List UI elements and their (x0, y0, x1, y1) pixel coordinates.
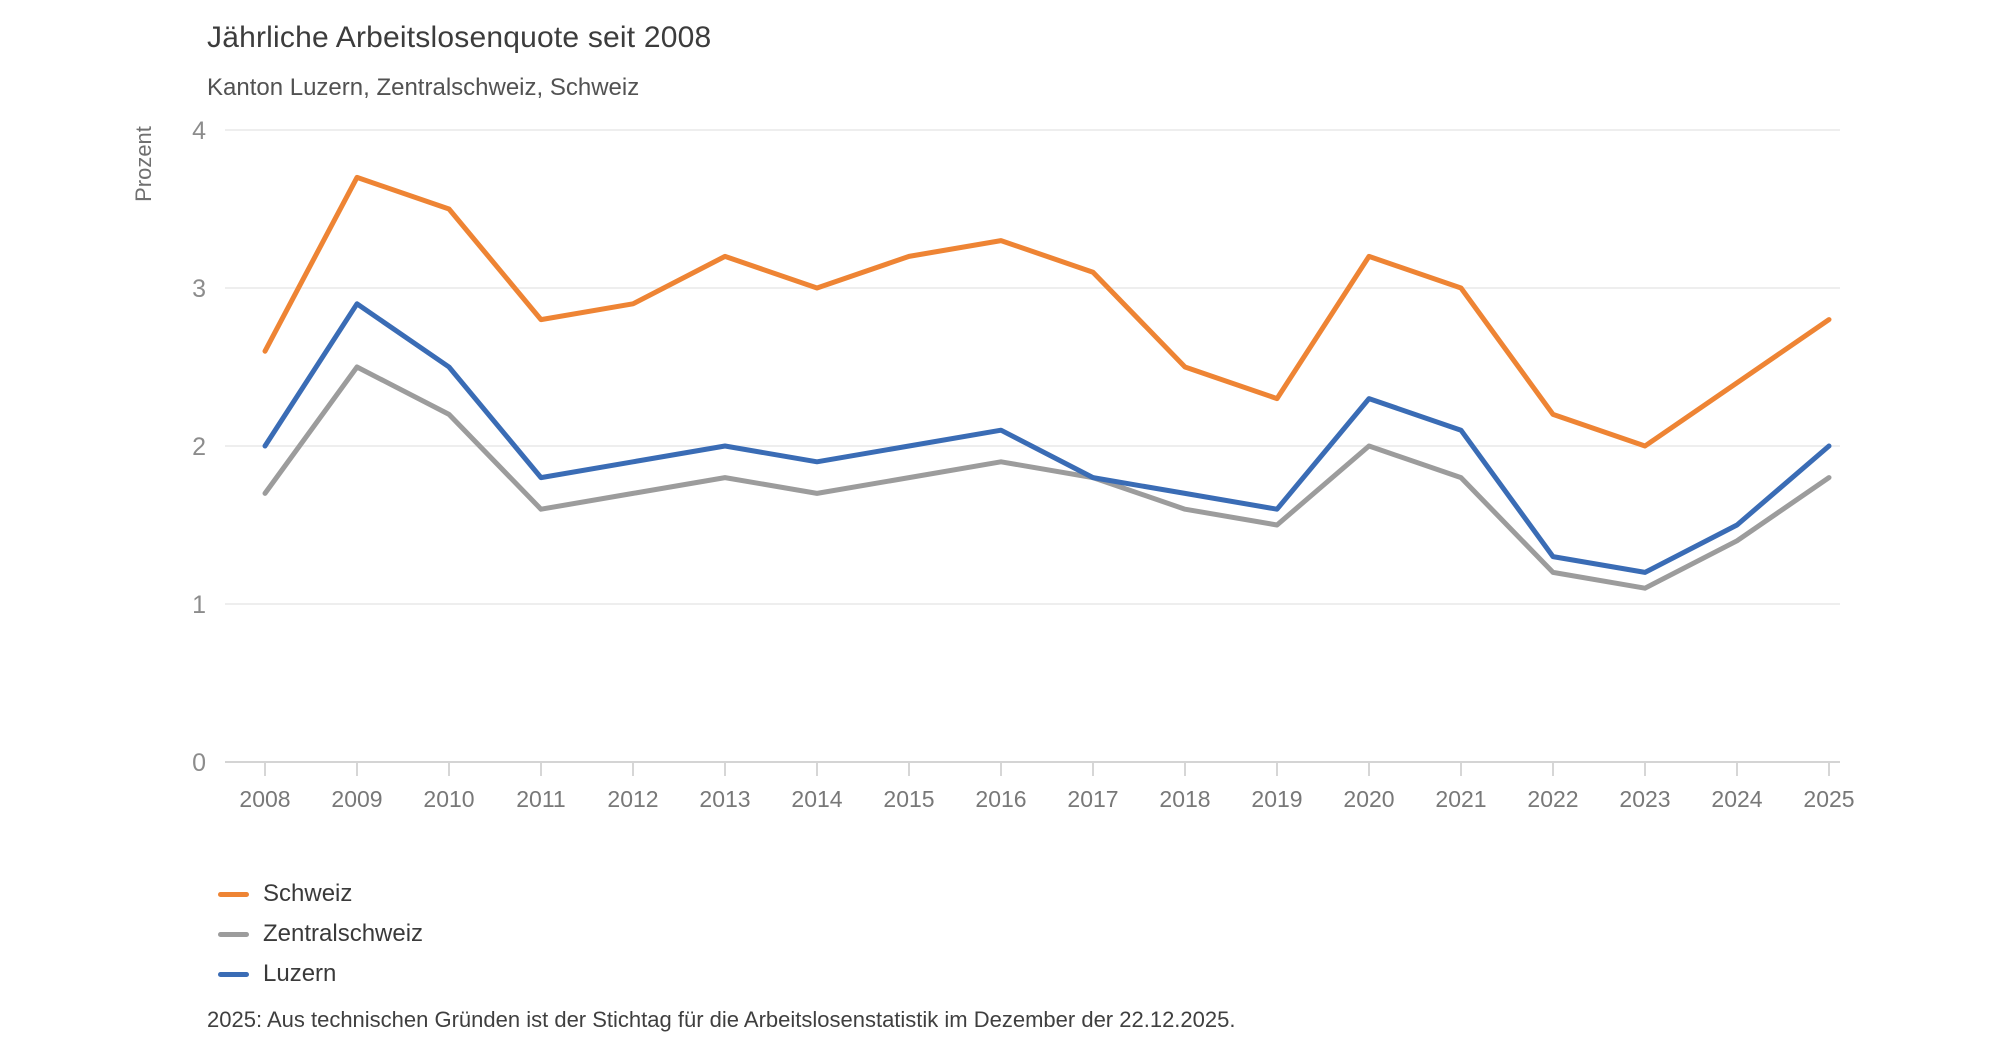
legend-color-luzern (218, 971, 249, 977)
y-axis-tick-label-2: 2 (192, 433, 206, 461)
y-axis-title: Prozent (131, 126, 156, 202)
x-axis-tick-label-2016: 2016 (975, 786, 1026, 812)
legend-label-schweiz: Schweiz (263, 880, 353, 907)
x-axis-tick-label-2010: 2010 (423, 786, 474, 812)
x-axis-tick-label-2018: 2018 (1159, 786, 1210, 812)
x-axis-tick-label-2013: 2013 (699, 786, 750, 812)
x-axis-tick-label-2021: 2021 (1435, 786, 1486, 812)
x-axis-tick-label-2024: 2024 (1711, 786, 1762, 812)
x-axis-tick-label-2014: 2014 (791, 786, 842, 812)
x-axis-tick-label-2025: 2025 (1803, 786, 1854, 812)
chart-title: Jährliche Arbeitslosenquote seit 2008 (207, 21, 712, 54)
series-line-schweiz (262, 174, 1832, 449)
y-axis-tick-label-4: 4 (192, 117, 206, 145)
line-chart-plot-area: 0 1 2 3 4 Prozent 2008 2009 2010 2011 2012 2013 2014… (131, 117, 1855, 812)
x-axis-tick-label-2015: 2015 (883, 786, 934, 812)
x-axis-tick-label-2011: 2011 (516, 786, 565, 812)
chart-legend: Schweiz Zentralschweiz Luzern (218, 874, 423, 994)
x-axis-tick-label-2017: 2017 (1067, 786, 1118, 812)
series-line-zentralschweiz (262, 364, 1832, 591)
legend-item-schweiz[interactable]: Schweiz (218, 874, 423, 914)
x-axis-tick-label-2019: 2019 (1251, 786, 1302, 812)
x-axis-tick-label-2022: 2022 (1527, 786, 1578, 812)
y-axis-tick-label-1: 1 (192, 591, 206, 619)
legend-color-schweiz (218, 891, 249, 897)
legend-color-zentralschweiz (218, 931, 249, 937)
legend-item-luzern[interactable]: Luzern (218, 954, 423, 994)
legend-item-zentralschweiz[interactable]: Zentralschweiz (218, 914, 423, 954)
y-axis-tick-label-3: 3 (192, 275, 206, 303)
x-axis-tick-label-2012: 2012 (607, 786, 658, 812)
x-axis-tick-label-2009: 2009 (331, 786, 382, 812)
chart-subtitle: Kanton Luzern, Zentralschweiz, Schweiz (207, 74, 640, 101)
chart-footnote: 2025: Aus technischen Gründen ist der St… (207, 1007, 1236, 1032)
x-axis-tick-label-2008: 2008 (239, 786, 290, 812)
x-axis-tick-label-2023: 2023 (1619, 786, 1670, 812)
y-axis-tick-label-0: 0 (192, 749, 206, 777)
legend-label-luzern: Luzern (263, 960, 337, 987)
legend-label-zentralschweiz: Zentralschweiz (263, 920, 424, 947)
series-line-luzern (262, 301, 1832, 575)
x-axis-tick-label-2020: 2020 (1343, 786, 1394, 812)
